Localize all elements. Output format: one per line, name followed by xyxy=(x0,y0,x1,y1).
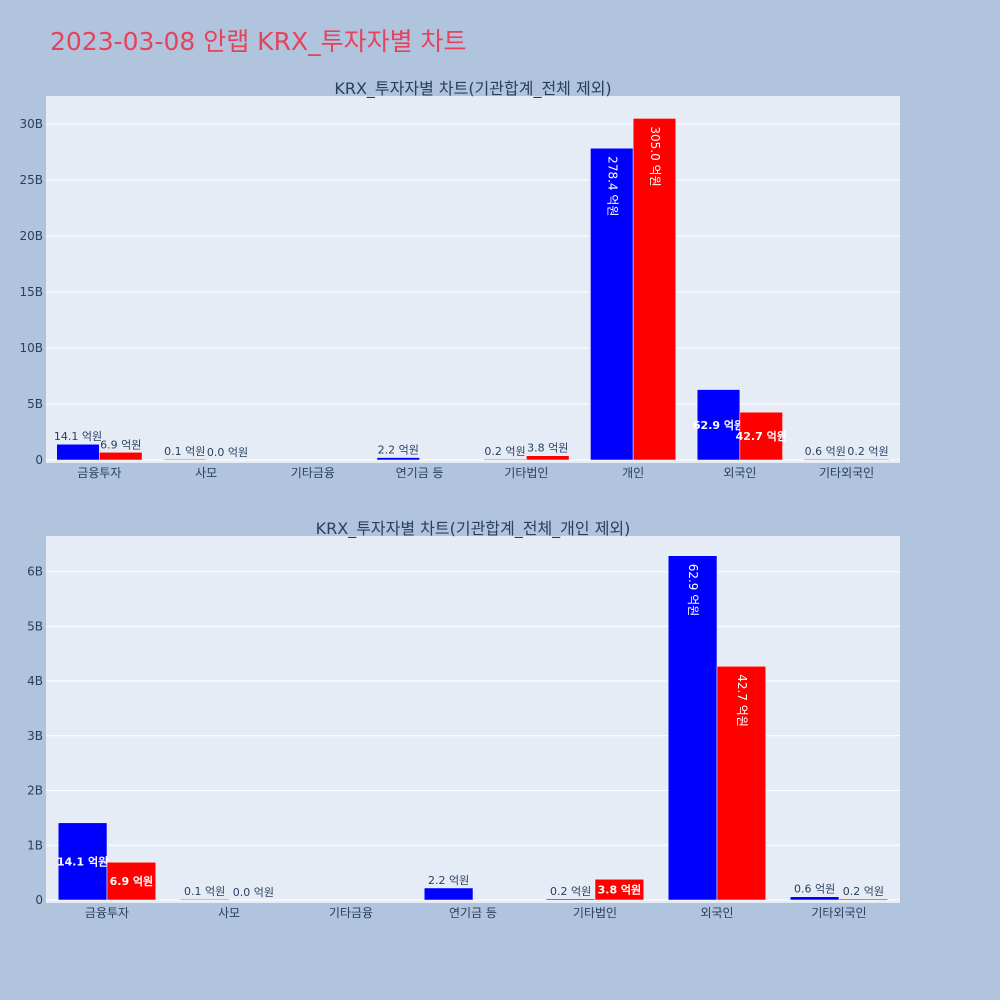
data-label: 42.7 억원 xyxy=(735,674,749,727)
chart-2: 0 1B 2B 3B 4B 5B 6B KRX_투자자별 차트(기관합계_전체_개인 제외) 금… xyxy=(27,519,900,920)
data-label: 3.8 억원 xyxy=(527,442,568,455)
data-label: 0.1 억원 xyxy=(184,885,225,898)
data-label: 278.4 억원 xyxy=(605,156,619,216)
x-tick-label: 연기금 등 xyxy=(449,906,497,920)
x-tick-label: 금융투자 xyxy=(85,906,129,920)
bar xyxy=(423,887,474,901)
x-tick-label: 외국인 xyxy=(723,466,756,480)
data-label: 6.9 억원 xyxy=(100,438,141,451)
bar xyxy=(789,896,840,901)
x-tick-label: 금융투자 xyxy=(77,466,121,480)
data-label: 2.2 억원 xyxy=(428,874,469,887)
bar xyxy=(179,898,230,901)
bar xyxy=(163,458,207,461)
y-tick-label: 25B xyxy=(19,173,43,187)
bar xyxy=(483,458,527,461)
y-tick-label: 0 xyxy=(35,453,43,467)
bar xyxy=(526,455,570,461)
bar xyxy=(838,898,889,901)
y-tick-label: 5B xyxy=(27,619,43,633)
data-label: 42.7 억원 xyxy=(736,429,787,443)
y-tick-label: 10B xyxy=(19,341,43,355)
plot-area xyxy=(46,536,900,903)
x-tick-label: 기타법인 xyxy=(573,906,617,920)
page-title: 2023-03-08 안랩 KRX_투자자별 차트 xyxy=(50,27,467,56)
x-tick-label: 사모 xyxy=(195,466,217,480)
x-tick-label: 기타외국인 xyxy=(819,466,874,480)
data-label: 0.2 억원 xyxy=(550,885,591,898)
data-label: 0.2 억원 xyxy=(847,445,888,458)
bar xyxy=(716,666,767,901)
y-tick-label: 30B xyxy=(19,117,43,131)
data-label: 0.0 억원 xyxy=(207,446,248,459)
chart-1: 0 5B 10B 15B 20B 25B 30B KRX_투자자별 차트(기관합계_전체 제외… xyxy=(19,79,900,480)
chart-title: KRX_투자자별 차트(기관합계_전체_개인 제외) xyxy=(316,519,631,539)
bar xyxy=(545,898,596,901)
data-label: 305.0 억원 xyxy=(648,126,662,186)
data-label: 3.8 억원 xyxy=(598,883,642,897)
data-label: 14.1 억원 xyxy=(57,854,108,868)
y-tick-label: 1B xyxy=(27,838,43,852)
x-tick-label: 사모 xyxy=(218,906,240,920)
data-label: 0.0 억원 xyxy=(233,886,274,899)
bar xyxy=(99,452,143,461)
bar xyxy=(846,458,890,461)
x-tick-label: 기타법인 xyxy=(504,466,548,480)
bar xyxy=(667,555,718,901)
bar xyxy=(590,147,634,461)
y-tick-label: 4B xyxy=(27,674,43,688)
data-label: 6.9 억원 xyxy=(110,874,154,888)
bar xyxy=(803,458,847,461)
y-tick-label: 2B xyxy=(27,784,43,798)
bar xyxy=(739,411,783,461)
y-tick-label: 6B xyxy=(27,565,43,579)
y-tick-label: 3B xyxy=(27,729,43,743)
y-tick-label: 5B xyxy=(27,397,43,411)
bar xyxy=(632,118,677,461)
data-label: 0.6 억원 xyxy=(805,445,846,458)
bar xyxy=(56,443,100,461)
data-label: 0.2 억원 xyxy=(484,445,525,458)
x-tick-label: 연기금 등 xyxy=(396,466,444,480)
data-label: 2.2 억원 xyxy=(378,444,419,457)
bar xyxy=(594,878,645,901)
x-tick-label: 외국인 xyxy=(700,906,733,920)
plot-area xyxy=(46,96,900,463)
data-label: 0.1 억원 xyxy=(164,445,205,458)
x-tick-label: 기타금융 xyxy=(329,906,373,920)
data-label: 62.9 억원 xyxy=(686,564,700,617)
data-label: 0.2 억원 xyxy=(843,885,884,898)
y-tick-label: 0 xyxy=(35,893,43,907)
data-label: 14.1 억원 xyxy=(54,430,102,443)
bar xyxy=(376,457,420,461)
x-tick-label: 개인 xyxy=(622,466,644,480)
chart-title: KRX_투자자별 차트(기관합계_전체 제외) xyxy=(334,79,611,99)
bar xyxy=(696,389,741,461)
data-label: 62.9 억원 xyxy=(693,418,744,432)
x-tick-label: 기타금융 xyxy=(291,466,335,480)
y-tick-label: 20B xyxy=(19,229,43,243)
y-tick-label: 15B xyxy=(19,285,43,299)
bar xyxy=(57,822,108,901)
bar xyxy=(106,861,157,901)
data-label: 0.6 억원 xyxy=(794,883,835,896)
x-tick-label: 기타외국인 xyxy=(811,906,866,920)
